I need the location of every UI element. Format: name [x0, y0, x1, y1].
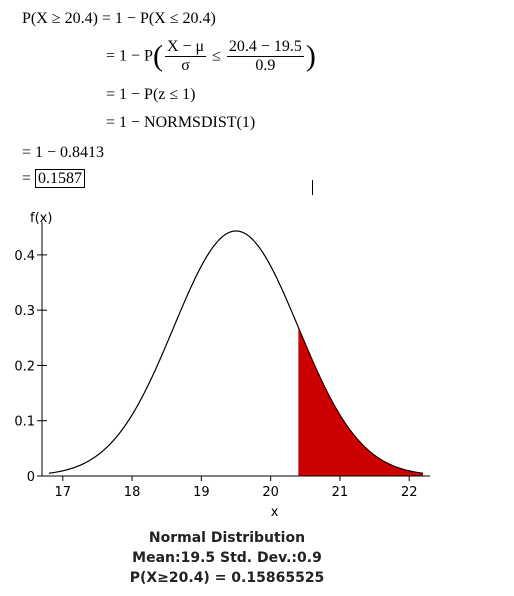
x-tick-label-2: 19 — [193, 485, 210, 500]
plot-layer: 17 18 19 20 21 22 0 0.1 0.2 0.3 0.4 f(x) x — [14, 211, 430, 520]
x-tick-label-1: 18 — [124, 485, 141, 500]
derivation-line-4: = 1 − NORMSDIST(1) — [106, 114, 256, 131]
x-tick-label-5: 22 — [401, 485, 418, 500]
y-axis-label: f(x) — [30, 211, 52, 226]
value-numerator: 20.4 − 19.5 — [226, 38, 304, 57]
y-tick-label-1: 0.1 — [14, 415, 35, 430]
z-numerator: X − μ — [164, 38, 207, 57]
standardize-prefix: = 1 − P — [106, 47, 153, 65]
y-tick-label-0: 0 — [27, 470, 35, 485]
final-equals: = — [22, 170, 32, 187]
y-tick-label-3: 0.3 — [14, 304, 35, 319]
y-tick-label-2: 0.2 — [14, 359, 35, 374]
derivation-line-1: P(X ≥ 20.4) = 1 − P(X ≤ 20.4) — [22, 10, 216, 28]
derivation-line-5: = 1 − 0.8413 — [22, 144, 105, 161]
y-tick-label-4: 0.4 — [14, 249, 35, 264]
chart-caption-params: Mean:19.5 Std. Dev.:0.9 — [132, 550, 322, 566]
probability-lhs: P(X ≥ 20.4) — [22, 10, 98, 27]
chart-caption-title: Normal Distribution — [148, 530, 306, 546]
x-axis-label: x — [271, 505, 279, 520]
final-answer-box: 0.1587 — [35, 169, 86, 188]
text-cursor — [312, 180, 313, 195]
derivation-line-6: = 0.1587 — [22, 169, 86, 188]
density-curve — [48, 230, 424, 474]
derivation-line-3: = 1 − P(z ≤ 1) — [106, 86, 196, 103]
relation-symbol: ≤ — [212, 47, 221, 65]
value-denominator: 0.9 — [255, 57, 276, 74]
chart-caption-result: P(X≥20.4) = 0.15865525 — [129, 570, 325, 586]
complement-expression: = 1 − P(X ≤ 20.4) — [101, 10, 216, 27]
shaded-tail-area — [298, 327, 424, 476]
x-tick-label-3: 20 — [262, 485, 279, 500]
x-tick-label-4: 21 — [332, 485, 349, 500]
value-fraction: 20.4 − 19.5 0.9 — [226, 38, 304, 75]
z-denominator: σ — [181, 57, 190, 74]
x-tick-label-0: 17 — [55, 485, 72, 500]
normal-distribution-chart: 17 18 19 20 21 22 0 0.1 0.2 0.3 0.4 f(x) x — [14, 211, 430, 520]
